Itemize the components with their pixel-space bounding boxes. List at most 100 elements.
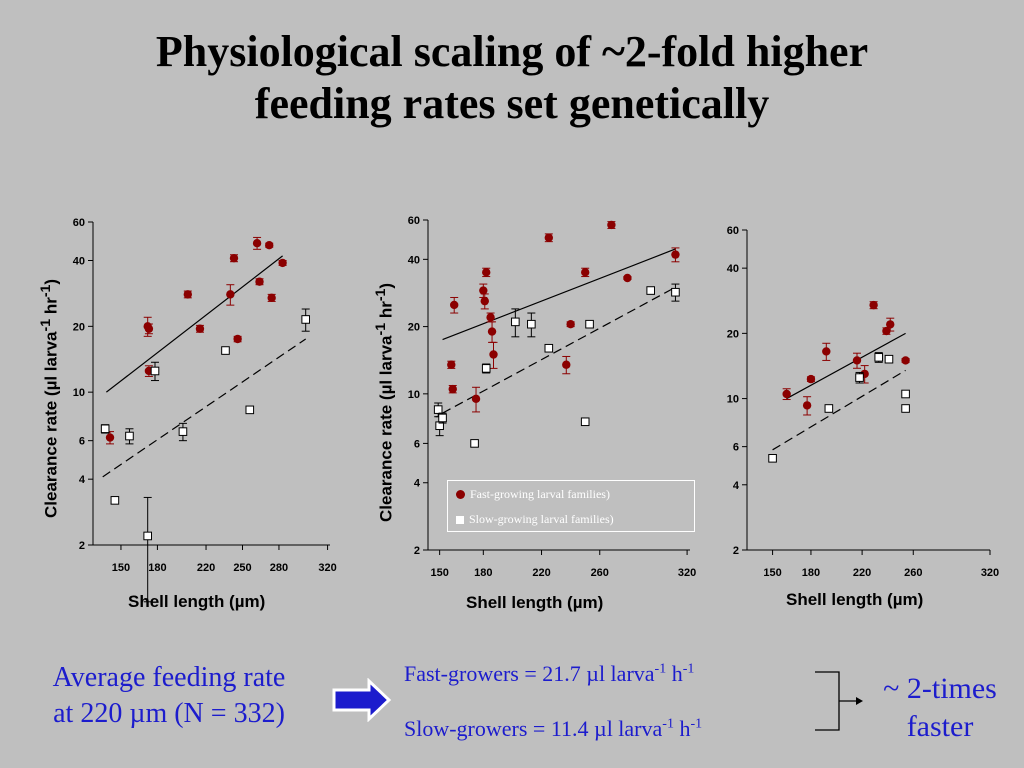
x-tick-label: 220 bbox=[532, 567, 550, 579]
y-tick-label: 4 bbox=[414, 478, 421, 490]
y-tick-label: 10 bbox=[408, 389, 420, 401]
conclusion-text: ~ 2-times faster bbox=[883, 672, 997, 743]
slow-data-point bbox=[901, 389, 910, 399]
title-line-2: feeding rates set genetically bbox=[254, 79, 770, 128]
y-tick-label: 60 bbox=[727, 225, 739, 237]
fast-data-point bbox=[486, 313, 495, 322]
fast-data-point bbox=[183, 290, 192, 299]
fast-data-point bbox=[450, 300, 459, 310]
slow-data-point bbox=[527, 319, 536, 329]
slow-data-point bbox=[901, 404, 910, 413]
slow-data-point bbox=[178, 427, 188, 436]
slow-data-point bbox=[433, 405, 443, 414]
slow-data-point bbox=[768, 454, 777, 463]
y-tick-label: 10 bbox=[727, 394, 739, 406]
chart-1-x-axis-label: Shell length (µm) bbox=[128, 592, 266, 611]
fast-data-point bbox=[229, 253, 239, 263]
slow-data-point bbox=[100, 424, 110, 434]
fast-data-point bbox=[144, 324, 154, 333]
fast-data-point bbox=[448, 384, 457, 394]
chart-3-content: 2 4 6 10 20 40 60 150 180 220 260 320 bbox=[727, 225, 999, 579]
y-tick-label: 6 bbox=[733, 442, 739, 454]
fast-data-point bbox=[607, 220, 616, 230]
x-tick-label: 150 bbox=[763, 567, 781, 579]
fast-data-point bbox=[581, 268, 590, 277]
slow-data-point bbox=[110, 496, 120, 505]
slide-title: Physiological scaling of ~2-fold higher … bbox=[0, 26, 1024, 130]
slow-data-point bbox=[580, 417, 590, 427]
slow-growers-rate: Slow-growers = 11.4 µl larva-1 h-1 bbox=[404, 716, 703, 741]
x-tick-label: 250 bbox=[233, 562, 251, 574]
slow-data-point bbox=[470, 439, 479, 448]
fast-growers-rate: Fast-growers = 21.7 µl larva-1 h-1 bbox=[404, 661, 695, 686]
fast-regression-line bbox=[442, 248, 676, 341]
fast-data-point bbox=[886, 320, 895, 329]
slow-data-point bbox=[671, 287, 680, 297]
x-tick-label: 150 bbox=[112, 562, 130, 574]
fast-data-point bbox=[252, 238, 262, 248]
fast-data-point bbox=[447, 360, 456, 369]
fast-data-point bbox=[487, 327, 497, 336]
x-tick-label: 320 bbox=[678, 567, 696, 579]
y-tick-label: 10 bbox=[73, 387, 85, 399]
slow-data-point bbox=[884, 354, 894, 364]
fast-regression-line bbox=[106, 255, 283, 393]
fast-data-point bbox=[233, 334, 242, 344]
fast-data-point bbox=[782, 389, 791, 399]
slow-data-point bbox=[544, 343, 554, 353]
slow-data-point bbox=[301, 315, 310, 324]
slow-data-point bbox=[824, 404, 834, 413]
fast-data-point bbox=[480, 296, 489, 306]
slow-regression-line bbox=[442, 286, 676, 414]
chart-3-x-axis-label: Shell length (µm) bbox=[786, 590, 924, 609]
fast-data-point bbox=[195, 324, 205, 333]
slow-marker-icon bbox=[456, 516, 464, 524]
x-tick-label: 150 bbox=[430, 567, 448, 579]
chart-2-plot: 2 4 6 10 20 40 60 150 180 220 260 320 bbox=[408, 215, 697, 579]
y-tick-label: 20 bbox=[408, 322, 420, 334]
y-tick-label: 60 bbox=[73, 217, 85, 229]
chart-2-content: 2 4 6 10 20 40 60 150 180 220 260 320 bbox=[408, 215, 697, 579]
y-tick-label: 2 bbox=[733, 545, 739, 557]
x-tick-label: 260 bbox=[591, 567, 609, 579]
fast-data-point bbox=[901, 356, 910, 365]
fast-data-point bbox=[802, 401, 812, 410]
fast-data-point bbox=[544, 233, 554, 242]
slow-data-point bbox=[438, 413, 447, 423]
y-tick-label: 6 bbox=[414, 438, 420, 450]
fast-data-point bbox=[267, 293, 276, 303]
chart-1-plot: 2 4 6 10 20 40 60 150 180 220 250 280 320 bbox=[73, 217, 337, 603]
slow-data-point bbox=[585, 319, 594, 329]
y-tick-label: 20 bbox=[73, 321, 85, 333]
slow-data-point bbox=[143, 531, 152, 541]
y-tick-label: 6 bbox=[79, 436, 85, 448]
y-tick-label: 2 bbox=[414, 545, 420, 557]
fast-marker-icon bbox=[456, 490, 465, 499]
slow-data-point bbox=[221, 346, 230, 355]
fast-data-point bbox=[226, 290, 235, 299]
slow-regression-line bbox=[102, 338, 307, 478]
bracket-connector bbox=[815, 671, 863, 731]
fast-data-point bbox=[852, 356, 862, 365]
y-tick-label: 60 bbox=[408, 215, 420, 227]
fast-data-point bbox=[265, 240, 274, 250]
fast-data-point bbox=[255, 277, 264, 286]
average-feeding-rate: Average feeding rate at 220 µm (N = 332) bbox=[52, 662, 286, 729]
slow-data-point bbox=[855, 373, 864, 382]
x-tick-label: 320 bbox=[318, 562, 336, 574]
slow-data-point bbox=[150, 366, 160, 376]
chart-1-content: 2 4 6 10 20 40 60 150 180 220 250 280 320 bbox=[73, 217, 337, 603]
y-tick-label: 4 bbox=[733, 480, 740, 492]
fast-data-point bbox=[489, 350, 498, 359]
chart-3: 2 4 6 10 20 40 60 150 180 220 260 320 bbox=[0, 205, 1024, 590]
fast-data-point bbox=[482, 268, 491, 277]
fast-data-point bbox=[869, 300, 878, 310]
fast-data-point bbox=[278, 258, 287, 268]
x-tick-label: 220 bbox=[853, 567, 871, 579]
slow-regression-line bbox=[772, 369, 906, 451]
chart-2: 2 4 6 10 20 40 60 150 180 220 260 320 bbox=[0, 205, 700, 590]
x-tick-label: 320 bbox=[981, 567, 999, 579]
slow-data-point bbox=[511, 317, 520, 327]
y-tick-label: 40 bbox=[727, 263, 739, 275]
chart-3-plot: 2 4 6 10 20 40 60 150 180 220 260 320 bbox=[727, 225, 999, 579]
